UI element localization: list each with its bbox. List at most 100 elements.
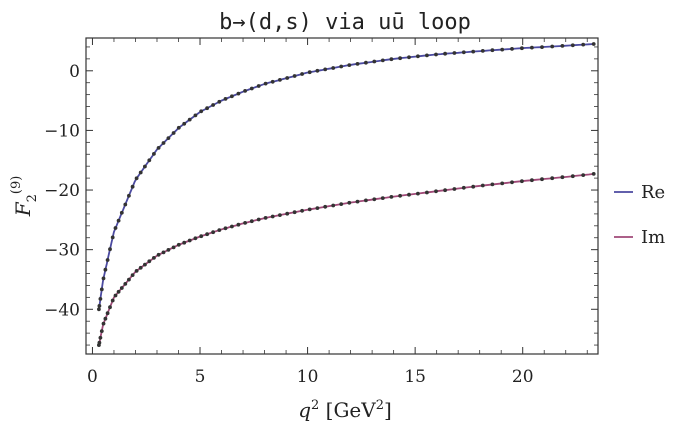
data-point-re — [331, 66, 336, 70]
x-tick-label: 10 — [297, 367, 319, 387]
data-point-im — [101, 321, 106, 326]
y-tick-label: 0 — [69, 62, 80, 82]
data-point-im — [182, 240, 187, 245]
data-point-im — [103, 316, 108, 321]
data-point-im — [99, 329, 104, 333]
data-point-re — [315, 68, 320, 73]
data-point-re — [187, 117, 192, 122]
data-point-im — [307, 207, 312, 212]
y-axis-title: F2(9) — [9, 176, 40, 218]
data-point-im — [243, 221, 248, 225]
data-point-re — [591, 42, 596, 46]
legend-label-re: Re — [641, 182, 665, 203]
data-point-re — [434, 52, 438, 57]
data-point-im — [540, 177, 544, 182]
series-line-re — [98, 43, 594, 310]
legend-label-im: Im — [641, 227, 665, 248]
x-axis-unit-open: [GeV — [319, 398, 376, 422]
data-point-im — [126, 277, 131, 282]
series-re — [97, 42, 596, 312]
data-point-im — [480, 183, 485, 188]
data-point-re — [223, 97, 228, 101]
data-point-im — [105, 311, 110, 316]
data-point-im — [490, 182, 495, 187]
data-point-re — [510, 47, 514, 51]
data-point-im — [389, 195, 394, 199]
data-point-im — [205, 232, 210, 237]
y-axis-var-sub: 2 — [25, 194, 40, 202]
x-tick-label: 5 — [195, 367, 206, 387]
data-point-im — [500, 181, 505, 186]
data-point-im — [152, 256, 156, 260]
data-point-re — [364, 60, 368, 65]
data-point-re — [156, 146, 161, 150]
data-point-re — [292, 74, 297, 78]
data-point-im — [347, 200, 352, 205]
data-point-im — [230, 224, 234, 229]
data-point-im — [166, 248, 171, 252]
data-point-im — [211, 230, 216, 235]
data-point-im — [591, 172, 596, 176]
x-axis-var-sup: 2 — [311, 398, 319, 413]
x-axis-title: q2 [GeV2] — [298, 398, 392, 422]
data-point-im — [223, 226, 228, 231]
data-point-re — [243, 89, 248, 93]
data-point-re — [147, 158, 152, 163]
x-axis-unit-sup: 2 — [376, 398, 384, 413]
data-point-re — [550, 44, 555, 49]
data-point-re — [119, 210, 124, 215]
data-point-im — [147, 259, 152, 264]
data-point-re — [126, 193, 131, 198]
data-point-re — [161, 141, 166, 145]
data-point-re — [347, 63, 352, 67]
x-tick-label: 15 — [404, 367, 426, 387]
data-point-im — [416, 191, 420, 196]
data-point-im — [134, 269, 139, 273]
data-point-im — [249, 219, 254, 224]
data-point-re — [130, 184, 135, 189]
y-tick-label: −10 — [44, 121, 80, 141]
data-point-im — [199, 234, 204, 239]
data-point-im — [108, 305, 112, 310]
data-point-im — [407, 192, 411, 197]
data-point-re — [211, 103, 216, 107]
data-point-re — [110, 235, 115, 240]
data-point-im — [130, 273, 135, 277]
data-point-im — [331, 203, 336, 208]
x-tick-label: 20 — [512, 367, 534, 387]
y-axis-var: F — [11, 201, 35, 217]
data-point-re — [355, 62, 360, 66]
data-point-re — [249, 86, 254, 91]
data-point-im — [278, 213, 282, 218]
data-point-im — [161, 250, 166, 255]
legend: Re Im — [614, 182, 665, 248]
data-point-re — [166, 136, 171, 141]
data-point-im — [510, 180, 514, 185]
data-point-re — [389, 57, 394, 62]
data-point-im — [560, 175, 565, 180]
series-line-im — [98, 173, 594, 346]
data-point-re — [471, 49, 476, 54]
data-point-re — [407, 55, 411, 60]
plot-frame — [85, 37, 599, 355]
data-point-re — [123, 202, 128, 207]
series-layer — [97, 42, 596, 347]
data-point-im — [315, 206, 320, 211]
data-point-im — [452, 187, 457, 191]
data-point-im — [263, 216, 268, 220]
data-point-im — [380, 196, 385, 201]
data-point-re — [270, 79, 275, 84]
data-point-im — [355, 199, 360, 204]
data-point-re — [199, 109, 204, 114]
data-point-im — [176, 242, 181, 247]
data-point-re — [103, 267, 108, 272]
data-point-re — [230, 94, 234, 99]
data-point-re — [263, 81, 268, 86]
data-point-re — [380, 58, 385, 63]
data-point-im — [110, 298, 115, 303]
data-point-im — [98, 335, 103, 340]
data-point-re — [182, 121, 187, 126]
data-point-im — [138, 265, 143, 270]
data-point-im — [570, 174, 575, 179]
